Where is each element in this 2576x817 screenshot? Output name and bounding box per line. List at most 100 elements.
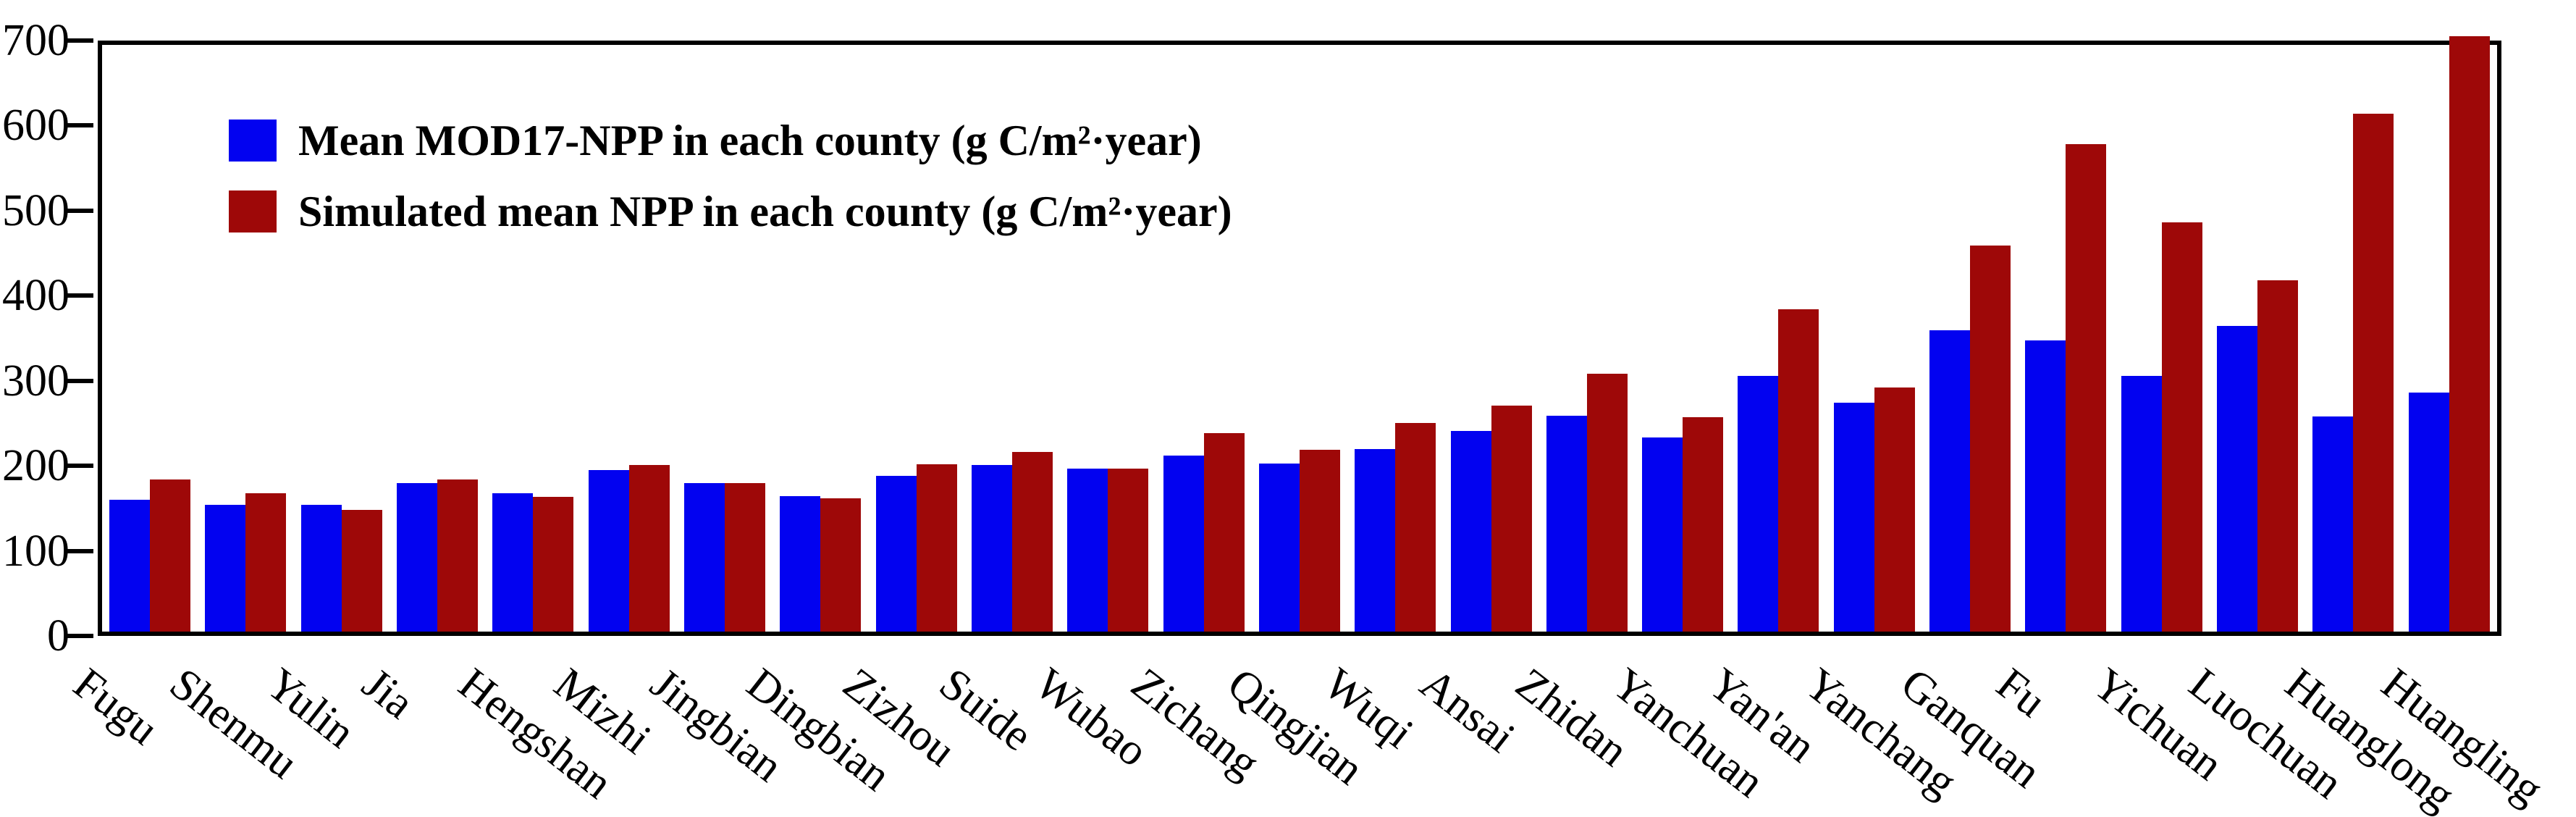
bar-group-Suide <box>964 45 1060 632</box>
bar-mod17-Yanchuan <box>1642 437 1683 632</box>
bar-group-Zhidan <box>1539 45 1635 632</box>
bar-group-Jia <box>390 45 485 632</box>
bar-simulated-Fugu <box>150 479 191 632</box>
bar-mod17-Wuqi <box>1355 448 1396 632</box>
bar-simulated-Yichuan <box>2161 222 2202 632</box>
bar-mod17-Zhidan <box>1546 415 1587 632</box>
bar-group-Qingjian <box>1252 45 1347 632</box>
bar-simulated-Zizhou <box>916 464 957 632</box>
bar-group-Huangling <box>2402 36 2497 632</box>
bar-group-Yanchang <box>1827 45 1922 632</box>
x-label-Fu: Fu <box>1987 658 2055 727</box>
y-tick-label-400: 400 <box>2 271 70 321</box>
bar-group-Zichang <box>1156 45 1251 632</box>
bar-simulated-Dingbian <box>820 498 862 632</box>
bar-simulated-Yulin <box>341 510 382 632</box>
bar-mod17-Huangling <box>2408 393 2449 632</box>
legend-label-simulated: Simulated mean NPP in each county (g C/m… <box>298 188 1232 235</box>
y-tick-label-200: 200 <box>2 441 70 491</box>
x-label-Ansai: Ansai <box>1410 658 1524 763</box>
bar-group-Fugu <box>102 45 198 632</box>
bar-mod17-Jingbian <box>684 482 725 632</box>
bar-mod17-Hengshan <box>492 493 534 632</box>
bar-group-Hengshan <box>485 45 581 632</box>
bar-mod17-Shenmu <box>205 505 246 632</box>
bar-mod17-Jia <box>397 482 438 632</box>
plot-area: Mean MOD17-NPP in each county (g C/m²·ye… <box>98 36 2501 636</box>
bar-group-Wuqi <box>1347 45 1443 632</box>
legend-item-simulated: Simulated mean NPP in each county (g C/m… <box>229 188 1232 235</box>
bar-group-Dingbian <box>773 45 868 632</box>
legend-swatch-mod17 <box>229 120 277 162</box>
y-tick-label-100: 100 <box>2 526 70 576</box>
bar-mod17-Yichuan <box>2121 375 2162 632</box>
bar-mod17-Ganquan <box>1929 330 1971 632</box>
bar-mod17-Fugu <box>109 500 151 632</box>
bars-row <box>102 36 2497 632</box>
bar-simulated-Yanchang <box>1874 387 1915 632</box>
legend-item-mod17: Mean MOD17-NPP in each county (g C/m²·ye… <box>229 117 1232 164</box>
bar-simulated-Jingbian <box>725 482 766 632</box>
x-label-Fugu: Fugu <box>64 658 168 755</box>
legend-label-mod17: Mean MOD17-NPP in each county (g C/m²·ye… <box>298 117 1202 164</box>
bar-simulated-Wubao <box>1108 468 1149 632</box>
bar-group-Ansai <box>1443 45 1539 632</box>
bar-group-Luochuan <box>2210 45 2305 632</box>
bar-mod17-Ansai <box>1450 430 1491 632</box>
bar-mod17-Luochuan <box>2217 326 2258 632</box>
bar-group-Ganquan <box>1922 45 2018 632</box>
bar-mod17-Zichang <box>1163 455 1204 632</box>
y-tick-300 <box>66 378 93 383</box>
y-tick-700 <box>66 38 93 43</box>
bar-simulated-Qingjian <box>1299 449 1340 632</box>
bar-group-Jingbian <box>677 45 773 632</box>
bar-mod17-Fu <box>2025 340 2066 632</box>
bar-group-Wubao <box>1060 45 1156 632</box>
bar-mod17-Yulin <box>300 505 342 632</box>
bar-simulated-Shenmu <box>245 493 287 632</box>
bar-simulated-Ansai <box>1491 405 1532 632</box>
x-label-Zhidan: Zhidan <box>1507 658 1638 776</box>
bar-mod17-Zizhou <box>875 476 917 632</box>
bar-mod17-Dingbian <box>780 496 821 632</box>
bar-group-Shenmu <box>198 45 293 632</box>
bar-mod17-Mizhi <box>588 469 629 632</box>
y-tick-500 <box>66 208 93 213</box>
bar-mod17-Wubao <box>1067 468 1108 632</box>
bar-simulated-Yan'an <box>1778 309 1819 632</box>
bar-mod17-Yan'an <box>1738 375 1779 632</box>
bar-simulated-Wuqi <box>1395 423 1436 632</box>
bar-group-Yichuan <box>2114 45 2210 632</box>
y-tick-600 <box>66 123 93 128</box>
y-tick-label-700: 700 <box>2 16 70 65</box>
y-tick-label-600: 600 <box>2 101 70 151</box>
bar-simulated-Zhidan <box>1586 374 1628 632</box>
bar-group-Huanglong <box>2305 45 2401 632</box>
bar-group-Zizhou <box>869 45 964 632</box>
y-tick-100 <box>66 548 93 553</box>
y-tick-label-0: 0 <box>47 611 70 661</box>
bar-simulated-Fu <box>2066 144 2107 632</box>
bar-mod17-Huanglong <box>2312 416 2354 632</box>
bar-group-Fu <box>2018 45 2113 632</box>
bar-simulated-Mizhi <box>628 464 670 632</box>
legend: Mean MOD17-NPP in each county (g C/m²·ye… <box>229 117 1232 235</box>
bar-mod17-Suide <box>971 464 1012 632</box>
bar-group-Mizhi <box>581 45 677 632</box>
bar-mod17-Qingjian <box>1258 463 1300 632</box>
bar-simulated-Yanchuan <box>1683 417 1724 632</box>
x-label-Jia: Jia <box>353 658 423 729</box>
bar-simulated-Huangling <box>2449 36 2490 632</box>
legend-swatch-simulated <box>229 190 277 232</box>
bar-simulated-Ganquan <box>1970 245 2011 632</box>
bar-simulated-Zichang <box>1203 433 1245 632</box>
y-tick-200 <box>66 464 93 469</box>
y-tick-label-300: 300 <box>2 356 70 406</box>
bar-simulated-Luochuan <box>2257 280 2299 632</box>
bar-simulated-Hengshan <box>533 497 574 632</box>
bar-group-Yulin <box>294 45 390 632</box>
bar-mod17-Yanchang <box>1833 403 1874 632</box>
bar-simulated-Jia <box>437 479 479 632</box>
y-tick-label-500: 500 <box>2 185 70 235</box>
